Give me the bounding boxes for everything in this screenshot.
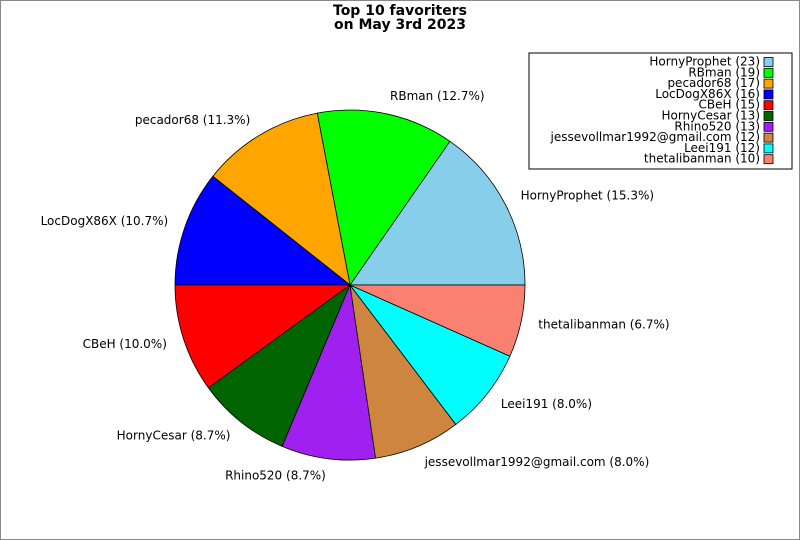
pie-slice bbox=[174, 284, 352, 389]
legend-label: thetalibanman (10) bbox=[644, 152, 760, 166]
legend-swatch bbox=[763, 57, 774, 67]
slice-label: Rhino520 (8.7%) bbox=[225, 468, 326, 482]
slice-label: HornyProphet (15.3%) bbox=[521, 188, 654, 202]
legend-swatch bbox=[763, 121, 774, 132]
legend-swatch bbox=[763, 154, 774, 165]
legend-swatch bbox=[763, 78, 774, 89]
slice-label: thetalibanman (6.7%) bbox=[538, 318, 669, 332]
legend-label: CBeH (15) bbox=[699, 98, 760, 112]
slice-label: LocDogX86X (10.7%) bbox=[41, 214, 169, 228]
slice-label: RBman (12.7%) bbox=[390, 89, 485, 103]
chart-title: Top 10 favoriters bbox=[333, 3, 467, 19]
legend-label: Leei191 (12) bbox=[684, 141, 760, 155]
slice-label: jessevollmar1992@gmail.com (8.0%) bbox=[424, 455, 650, 469]
legend-swatch bbox=[763, 100, 774, 111]
slice-label: Leei191 (8.0%) bbox=[501, 397, 592, 411]
legend-label: HornyProphet (23) bbox=[649, 55, 760, 69]
legend-label: pecador68 (17) bbox=[667, 76, 760, 90]
slice-label: pecador68 (11.3%) bbox=[135, 113, 250, 127]
legend-swatch bbox=[763, 143, 774, 154]
legend-label: jessevollmar1992@gmail.com (12) bbox=[550, 130, 760, 144]
pie-slice bbox=[174, 175, 352, 286]
legend-swatch bbox=[763, 89, 774, 100]
legend-label: LocDogX86X (16) bbox=[655, 87, 760, 101]
legend-label: HornyCesar (13) bbox=[661, 109, 760, 123]
pie-slice bbox=[349, 284, 526, 357]
pie-slice bbox=[316, 109, 451, 287]
pie-slice bbox=[349, 140, 526, 286]
slice-label: CBeH (10.0%) bbox=[83, 337, 167, 351]
pie-slice bbox=[281, 283, 377, 461]
chart-subtitle: on May 3rd 2023 bbox=[334, 17, 466, 33]
slice-label: HornyCesar (8.7%) bbox=[117, 428, 231, 442]
legend-box bbox=[528, 52, 793, 170]
legend-swatch bbox=[763, 111, 774, 121]
legend-swatch bbox=[763, 132, 774, 143]
legend-swatch bbox=[763, 67, 774, 78]
pie-slice bbox=[207, 283, 351, 447]
legend-label: RBman (19) bbox=[688, 65, 760, 79]
pie-slice bbox=[212, 112, 351, 286]
legend-label: Rhino520 (13) bbox=[674, 119, 760, 133]
